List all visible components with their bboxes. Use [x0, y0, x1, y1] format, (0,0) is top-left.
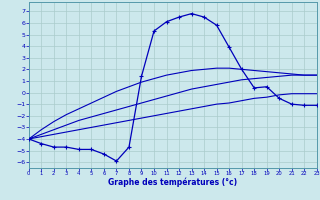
X-axis label: Graphe des températures (°c): Graphe des températures (°c) — [108, 178, 237, 187]
